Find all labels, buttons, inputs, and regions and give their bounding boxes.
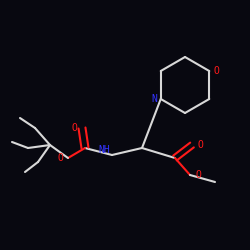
Text: O: O bbox=[71, 123, 77, 133]
Text: NH: NH bbox=[98, 145, 110, 155]
Text: O: O bbox=[57, 153, 63, 163]
Text: N: N bbox=[152, 94, 158, 104]
Text: O: O bbox=[197, 140, 203, 150]
Text: O: O bbox=[213, 66, 219, 76]
Text: O: O bbox=[195, 170, 201, 180]
